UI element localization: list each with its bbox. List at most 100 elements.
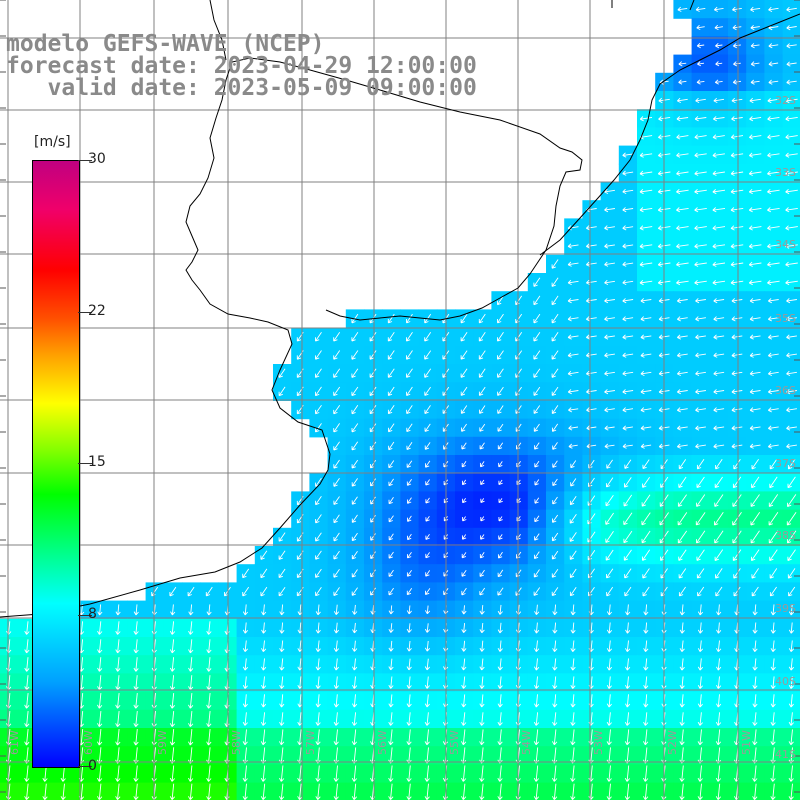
wind-arrow xyxy=(639,225,653,231)
wind-arrow xyxy=(714,494,724,507)
wind-arrow xyxy=(479,405,486,414)
wind-arrow xyxy=(622,152,634,158)
wind-arrow xyxy=(115,657,121,672)
wind-arrow xyxy=(315,622,321,634)
wind-arrow xyxy=(624,712,631,726)
wind-arrow xyxy=(677,494,687,507)
wind-arrow xyxy=(787,549,796,562)
wind-arrow xyxy=(279,640,285,653)
wind-arrow xyxy=(206,711,212,728)
wind-arrow xyxy=(569,496,577,506)
wind-arrow xyxy=(388,640,394,652)
wind-arrow xyxy=(534,460,540,468)
wind-arrow xyxy=(315,550,322,560)
wind-arrow xyxy=(606,586,614,597)
wind-arrow xyxy=(479,569,485,577)
wind-arrow xyxy=(461,729,467,746)
wind-arrow xyxy=(770,622,776,634)
wind-arrow xyxy=(624,783,631,800)
wind-arrow xyxy=(315,423,322,433)
lat-label-35s: 35S xyxy=(775,312,796,325)
wind-arrow xyxy=(751,476,760,489)
wind-arrow xyxy=(351,350,359,360)
wind-arrow xyxy=(315,658,321,671)
wind-arrow xyxy=(242,640,249,653)
wind-arrow xyxy=(749,389,761,395)
wind-arrow xyxy=(206,639,212,654)
wind-arrow xyxy=(679,676,685,689)
wind-arrow xyxy=(768,530,779,544)
wind-arrow xyxy=(170,604,176,616)
wind-arrow xyxy=(787,459,796,470)
wind-arrow xyxy=(750,79,760,85)
wind-arrow xyxy=(788,729,794,746)
wind-arrow xyxy=(640,443,652,449)
wind-arrow xyxy=(369,350,377,360)
wind-arrow xyxy=(732,494,742,507)
wind-arrow xyxy=(497,295,504,306)
wind-arrow xyxy=(697,712,703,726)
wind-arrow xyxy=(694,188,707,195)
wind-arrow xyxy=(676,407,688,413)
wind-arrow xyxy=(97,621,103,635)
wind-arrow xyxy=(188,604,194,616)
wind-arrow xyxy=(569,587,577,597)
wind-arrow xyxy=(551,532,559,542)
wind-arrow xyxy=(679,729,685,746)
wind-arrow xyxy=(676,298,688,304)
wind-arrow xyxy=(188,639,194,654)
wind-arrow xyxy=(767,207,780,213)
title-model: modelo GEFS-WAVE (NCEP) xyxy=(6,31,325,57)
wind-arrow xyxy=(732,476,742,489)
wind-arrow xyxy=(785,188,798,195)
wind-arrow xyxy=(676,352,688,358)
wind-arrow xyxy=(352,604,358,615)
wind-arrow xyxy=(625,640,631,653)
wind-arrow xyxy=(697,676,703,689)
wind-arrow xyxy=(406,570,412,577)
wind-arrow xyxy=(786,530,797,544)
wind-arrow xyxy=(461,534,467,540)
wind-arrow xyxy=(712,134,725,140)
wind-arrow xyxy=(60,783,66,800)
wind-arrow xyxy=(769,568,778,579)
wind-arrow xyxy=(260,765,267,782)
wind-arrow xyxy=(425,460,431,468)
wind-arrow xyxy=(642,586,650,597)
wind-arrow xyxy=(642,568,650,579)
wind-arrow xyxy=(461,658,467,671)
wind-arrow xyxy=(643,694,649,708)
wind-arrow xyxy=(534,497,540,504)
colorbar-tick-15: 15 xyxy=(88,454,106,470)
wind-arrow xyxy=(748,152,762,158)
wind-arrow xyxy=(786,298,797,304)
wind-arrow xyxy=(188,783,194,800)
wind-arrow xyxy=(677,6,688,12)
wind-arrow xyxy=(460,405,468,414)
wind-arrow xyxy=(788,694,794,708)
wind-arrow xyxy=(533,332,541,342)
wind-arrow xyxy=(260,568,268,579)
wind-arrow xyxy=(497,313,504,324)
wind-arrow xyxy=(206,604,212,616)
wind-arrow xyxy=(388,569,394,577)
wind-arrow xyxy=(424,765,430,782)
wind-arrow xyxy=(461,783,467,800)
wind-arrow xyxy=(188,693,194,709)
wind-arrow xyxy=(712,152,725,158)
wind-arrow xyxy=(749,97,761,104)
wind-arrow xyxy=(605,512,614,525)
wind-arrow xyxy=(351,729,358,746)
wind-arrow xyxy=(261,694,267,708)
wind-arrow xyxy=(333,622,340,634)
wind-arrow xyxy=(788,765,794,782)
wind-arrow xyxy=(351,514,358,523)
wind-arrow xyxy=(533,783,540,800)
wind-arrow xyxy=(388,783,394,800)
wind-arrow xyxy=(604,207,615,213)
wind-arrow xyxy=(279,622,285,634)
wind-arrow xyxy=(333,676,339,689)
wind-arrow xyxy=(604,370,615,377)
wind-arrow xyxy=(497,622,503,634)
wind-arrow xyxy=(570,765,576,782)
